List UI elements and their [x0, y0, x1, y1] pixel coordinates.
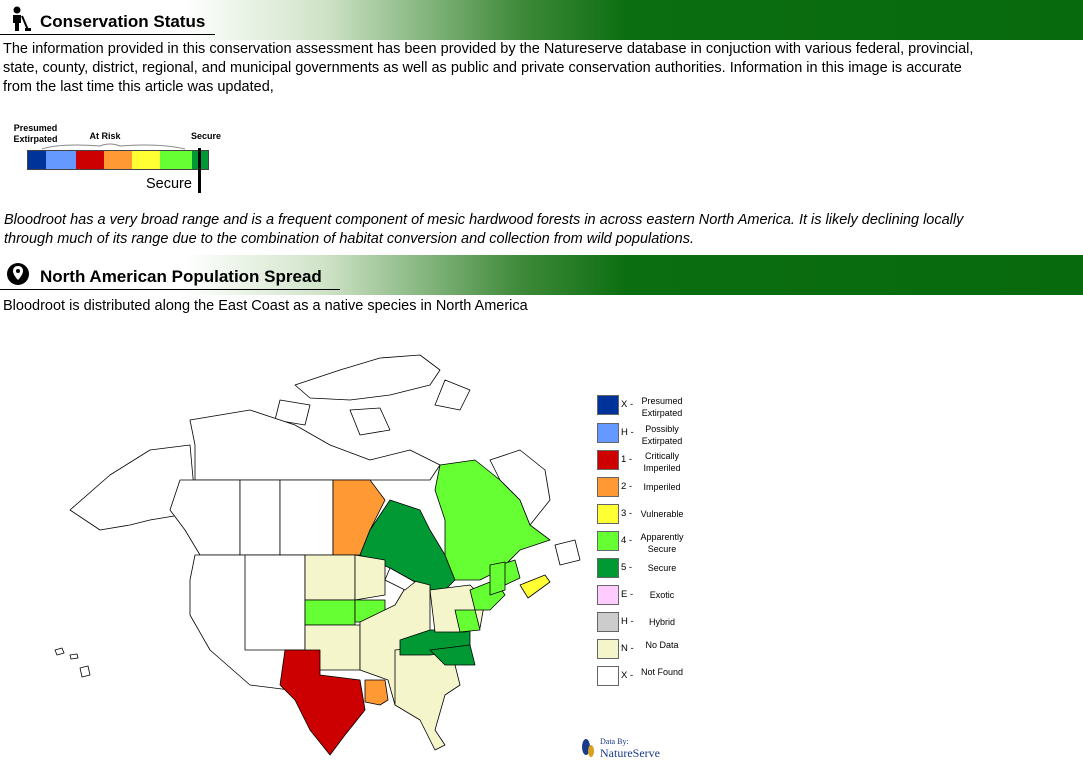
scale-label-at-risk: At Risk [89, 131, 121, 141]
legend-label: Hybrid [648, 617, 675, 627]
scale-segment [76, 151, 104, 169]
paragraph-line: from the last time this article was upda… [3, 79, 274, 95]
section-title: Conservation Status [40, 12, 206, 31]
legend-label: Secure [647, 563, 677, 573]
scale-label-extirpated: Presumed Extirpated [13, 123, 58, 144]
legend-swatch [597, 639, 619, 659]
legend-swatch [597, 585, 619, 605]
logo-line1: Data By: [600, 737, 629, 746]
nova-scotia [519, 574, 551, 599]
legend-label: Imperiled [643, 482, 681, 492]
hawaii [54, 647, 91, 678]
legend-label: Apparently Secure [640, 532, 684, 554]
natureserve-logo: Data By: NatureServe [580, 734, 680, 767]
legend-swatch [597, 531, 619, 551]
scale-marker-label: Secure [146, 176, 192, 192]
scale-segment [104, 151, 132, 169]
scale-bracket [41, 143, 186, 150]
northern-territories [189, 409, 441, 481]
legend-code: X - [621, 670, 634, 681]
legend-code: 3 - [621, 508, 633, 519]
section-header-conservation: Conservation Status [0, 0, 1083, 40]
assessment-line: through much of its range due to the com… [4, 231, 694, 247]
logo-line2: NatureServe [600, 746, 660, 760]
legend-swatch [597, 423, 619, 443]
section-title: North American Population Spread [40, 267, 322, 286]
legend-swatch [597, 504, 619, 524]
louisiana [364, 679, 389, 706]
natureserve-logo-mark: Data By: NatureServe [582, 737, 660, 760]
legend-code: H - [621, 427, 634, 438]
legend-code: 4 - [621, 535, 633, 546]
section-header-population: North American Population Spread [0, 255, 1083, 295]
maine [489, 561, 506, 596]
scale-marker [198, 148, 201, 193]
legend-code: N - [621, 643, 634, 654]
location-pin-globe-icon [7, 263, 29, 285]
legend-swatch [597, 450, 619, 470]
population-paragraph: Bloodroot is distributed along the East … [3, 298, 528, 314]
status-scale-bar [27, 150, 209, 170]
legend-code: H - [621, 616, 634, 627]
legend-code: E - [621, 589, 634, 600]
scale-segment [132, 151, 160, 169]
arctic-island [434, 379, 471, 411]
legend-label: Presumed Extirpated [641, 396, 683, 418]
title-underline [0, 34, 215, 35]
legend-label: Not Found [640, 667, 684, 677]
saskatchewan [279, 479, 334, 556]
legend-code: X - [621, 399, 634, 410]
legend-label: No Data [645, 640, 679, 650]
scale-segment [46, 151, 76, 169]
great-lakes [384, 567, 416, 591]
legend-swatch [597, 612, 619, 632]
mountain-states [244, 554, 306, 651]
paragraph-line: state, county, district, regional, and m… [3, 60, 962, 76]
scale-segment [28, 151, 46, 169]
conservation-paragraph: The information provided in this conserv… [3, 40, 973, 97]
dakotas [304, 554, 356, 601]
legend-swatch [597, 395, 619, 415]
legend-label: Possibly Extirpated [641, 424, 683, 446]
legend-label: Exotic [649, 590, 675, 600]
scale-label-secure: Secure [190, 131, 222, 141]
legend-label: Critically Imperiled [643, 451, 681, 473]
title-underline [0, 289, 340, 290]
assessment-text: Bloodroot has a very broad range and is … [4, 211, 963, 249]
paragraph-line: The information provided in this conserv… [3, 41, 974, 57]
legend-swatch [597, 666, 619, 686]
legend-label: Vulnerable [640, 509, 684, 519]
british-columbia [169, 479, 241, 556]
nebraska [304, 599, 356, 626]
alberta [239, 479, 281, 556]
arctic-islands [294, 354, 441, 401]
legend-code: 2 - [621, 481, 633, 492]
labrador [489, 449, 551, 526]
legend-code: 1 - [621, 454, 633, 465]
north-carolina [429, 644, 476, 666]
arctic-island [274, 399, 311, 426]
pennsylvania [454, 609, 481, 633]
newfoundland [554, 539, 581, 566]
legend-swatch [597, 558, 619, 578]
minnesota [354, 554, 386, 601]
scale-segment [160, 151, 192, 169]
north-america-map [54, 354, 581, 756]
legend-swatch [597, 477, 619, 497]
person-with-shovel-icon [13, 6, 31, 31]
texas [279, 649, 366, 756]
assessment-line: Bloodroot has a very broad range and is … [4, 212, 964, 228]
arctic-island [349, 407, 391, 436]
legend-code: 5 - [621, 562, 633, 573]
